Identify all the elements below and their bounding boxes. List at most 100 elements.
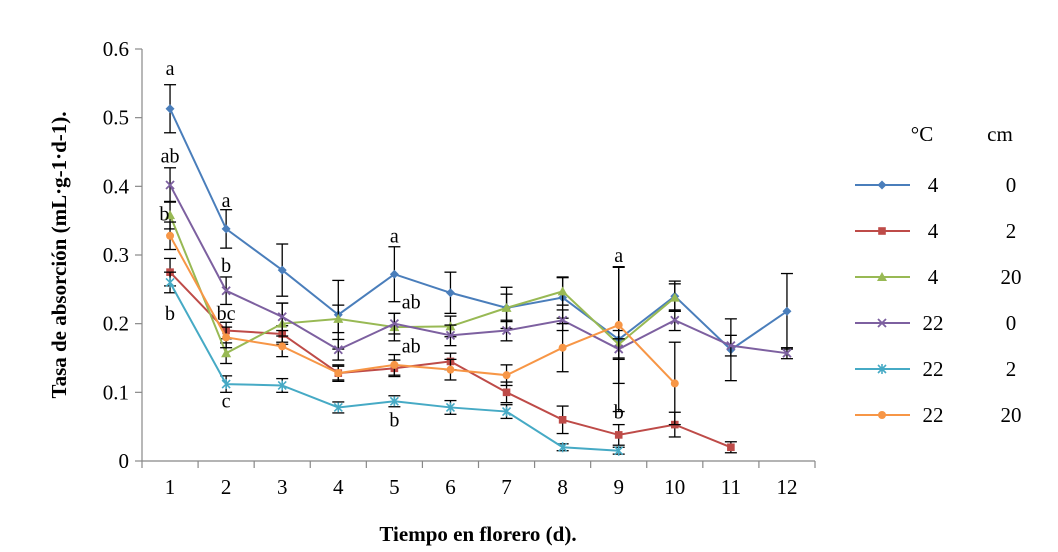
- series-4c-0cm: [164, 84, 793, 413]
- significance-label: b: [389, 410, 399, 432]
- significance-label: a: [222, 190, 231, 212]
- x-tick-label: 5: [389, 475, 400, 499]
- data-point: [782, 348, 792, 358]
- x-tick-label: 9: [613, 475, 624, 499]
- series-22c-2cm: [164, 271, 625, 456]
- series-line: [169, 235, 676, 385]
- data-point: [558, 442, 568, 453]
- data-point: [669, 292, 680, 302]
- legend-entry: 22 2: [855, 357, 1016, 381]
- x-tick-label: 4: [333, 475, 344, 499]
- data-point: [446, 365, 455, 374]
- legend-entry: 22 0: [855, 311, 1016, 335]
- significance-label: ab: [402, 336, 421, 358]
- y-tick-label: 0.6: [103, 37, 129, 61]
- series-22c-20cm: [164, 221, 681, 426]
- data-point: [165, 104, 175, 114]
- legend-temp: 4: [928, 265, 939, 289]
- data-point: [877, 180, 887, 190]
- data-point: [334, 369, 343, 378]
- legend-header-temp: °C: [911, 122, 933, 146]
- data-point: [221, 379, 231, 390]
- axes: 00.10.20.30.40.50.61 2 3 4 5 6 7 8 9 10 11 12: [103, 37, 816, 499]
- significance-label: b: [614, 401, 624, 423]
- data-point: [445, 330, 456, 340]
- data-point: [389, 319, 400, 329]
- x-tick-label: 6: [445, 475, 456, 499]
- data-point: [502, 371, 511, 380]
- legend-temp: 4: [928, 173, 939, 197]
- data-point: [277, 312, 287, 322]
- data-point: [501, 302, 512, 312]
- series-22c-0cm: [164, 167, 793, 361]
- data-point: [501, 406, 512, 417]
- x-tick-label: 11: [721, 475, 741, 499]
- significance-label: a: [166, 58, 175, 80]
- data-point: [878, 227, 886, 235]
- y-axis-title: Tasa de absorción (mL·g-1·d-1).: [47, 111, 71, 398]
- y-tick-label: 0.5: [103, 106, 129, 130]
- significance-label: ab: [402, 292, 421, 314]
- data-point: [877, 272, 887, 281]
- series-layer: [164, 84, 793, 456]
- data-point: [221, 286, 231, 296]
- data-point: [165, 277, 175, 288]
- data-point: [445, 402, 456, 413]
- legend-entry: 4 20: [855, 265, 1022, 289]
- y-tick-label: 0.3: [103, 243, 129, 267]
- data-point: [877, 364, 887, 374]
- data-point: [389, 269, 399, 279]
- legend-temp: 22: [923, 403, 944, 427]
- significance-label: a: [390, 226, 399, 248]
- data-point: [726, 341, 736, 351]
- y-tick-label: 0.2: [103, 312, 129, 336]
- data-point: [614, 431, 623, 439]
- legend-temp: 22: [923, 311, 944, 335]
- data-point: [877, 318, 887, 328]
- legend-depth: 20: [1001, 403, 1022, 427]
- data-point: [277, 265, 287, 275]
- data-point: [333, 345, 343, 355]
- data-point: [278, 342, 287, 351]
- x-tick-label: 12: [776, 475, 797, 499]
- data-point: [221, 348, 232, 358]
- data-point: [614, 321, 623, 330]
- data-point: [333, 402, 343, 413]
- significance-label: c: [222, 390, 231, 412]
- x-tick-label: 10: [664, 475, 685, 499]
- x-tick-label: 8: [557, 475, 568, 499]
- data-point: [557, 286, 568, 296]
- data-point: [221, 224, 231, 234]
- data-point: [501, 325, 512, 336]
- data-point: [558, 343, 567, 352]
- data-point: [558, 416, 567, 424]
- legend-depth: 0: [1006, 311, 1017, 335]
- x-tick-label: 2: [221, 475, 232, 499]
- significance-label: a: [614, 245, 623, 267]
- data-point: [878, 411, 886, 419]
- significance-label: ab: [161, 145, 180, 167]
- significance-label: b: [165, 303, 175, 325]
- data-point: [222, 333, 231, 342]
- series-line: [169, 214, 676, 355]
- x-tick-label: 1: [165, 475, 176, 499]
- y-tick-label: 0: [119, 449, 130, 473]
- data-point: [727, 443, 735, 452]
- legend-temp: 4: [928, 219, 939, 243]
- data-point: [614, 445, 624, 456]
- significance-label: b: [159, 204, 169, 226]
- legend-entry: 22 20: [855, 403, 1022, 427]
- data-point: [670, 315, 680, 325]
- x-axis-title: Tiempo en florero (d).: [379, 522, 576, 546]
- series-line: [169, 108, 788, 352]
- legend-depth: 2: [1006, 219, 1017, 243]
- legend-temp: 22: [923, 357, 944, 381]
- legend-header-depth: cm: [987, 122, 1013, 146]
- legend-depth: 2: [1006, 357, 1017, 381]
- significance-label: b: [221, 255, 231, 277]
- x-tick-label: 7: [501, 475, 512, 499]
